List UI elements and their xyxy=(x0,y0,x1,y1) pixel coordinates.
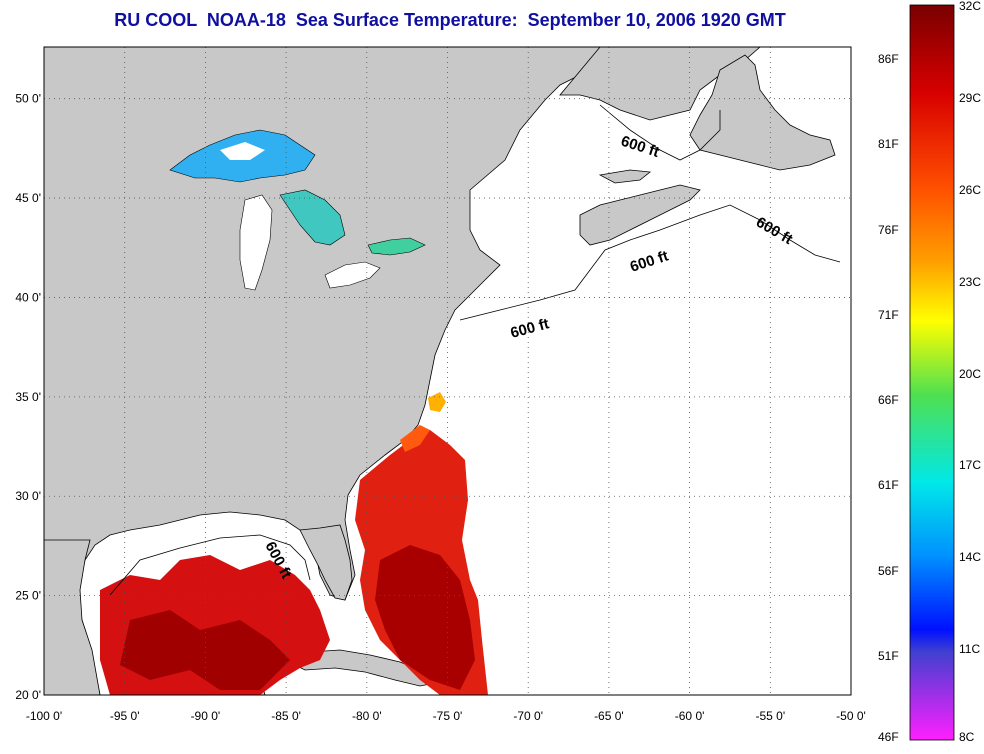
land-pei xyxy=(598,169,652,184)
colorbar-celsius-label: 11C xyxy=(959,642,981,657)
lon-tick-label: -80 0' xyxy=(352,709,382,723)
lat-tick-label: 30 0' xyxy=(15,489,41,503)
lake-huron xyxy=(279,189,346,246)
lake-ontario xyxy=(367,237,426,256)
lon-tick-label: -70 0' xyxy=(513,709,543,723)
sst-carolina xyxy=(400,425,430,452)
lat-tick-label: 50 0' xyxy=(15,92,41,106)
colorbar-celsius-label: 20C xyxy=(959,366,982,381)
colorbar-celsius-label: 8C xyxy=(959,730,975,744)
lat-tick-label: 35 0' xyxy=(15,390,41,404)
lon-tick-label: -65 0' xyxy=(594,709,624,723)
colorbar-fahrenheit-label: 71F xyxy=(878,307,899,322)
lat-tick-labels: 50 0' 45 0' 40 0' 35 0' 30 0' 25 0' 20 0' xyxy=(15,92,41,702)
land-florida xyxy=(299,524,353,601)
lon-tick-label: -55 0' xyxy=(755,709,785,723)
colorbar-fahrenheit-label: 76F xyxy=(878,222,899,237)
colorbar-fahrenheit-label: 61F xyxy=(878,478,899,493)
contour-shelf xyxy=(599,104,721,161)
lon-tick-label: -85 0' xyxy=(271,709,301,723)
colorbar-fahrenheit-label: 56F xyxy=(878,563,899,578)
colorbar-fahrenheit-label: 86F xyxy=(878,52,899,66)
lon-tick-label: -75 0' xyxy=(433,709,463,723)
colorbar-celsius-label: 26C xyxy=(959,182,982,197)
lake-michigan xyxy=(239,194,273,291)
map-frame xyxy=(43,46,852,696)
lon-tick-label: -95 0' xyxy=(110,709,140,723)
sst-hatteras xyxy=(428,392,446,412)
lake-superior-white xyxy=(220,142,265,160)
lon-tick-label: -90 0' xyxy=(191,709,221,723)
colorbar-fahrenheit-label: 66F xyxy=(878,393,899,407)
land-nova-scotia xyxy=(579,184,701,246)
colorbar-fahrenheit-label: 81F xyxy=(878,137,899,152)
colorbar-fahrenheit-label: 51F xyxy=(878,648,899,663)
lon-tick-label: -100 0' xyxy=(26,709,62,723)
lon-tick-label: -50 0' xyxy=(836,709,866,723)
lat-tick-label: 25 0' xyxy=(15,589,41,603)
colorbar-fahrenheit-label: 46F xyxy=(878,730,899,744)
colorbar-celsius-label: 23C xyxy=(959,274,982,289)
land-newfoundland xyxy=(689,54,836,171)
map-title: RU COOL NOAA-18 Sea Surface Temperature:… xyxy=(114,10,786,30)
colorbar-celsius-label: 14C xyxy=(959,550,982,565)
lon-tick-labels: -100 0' -95 0' -90 0' -85 0' -80 0' -75 0' -70… xyxy=(26,709,866,723)
lake-erie xyxy=(324,261,381,289)
contour-northeast xyxy=(459,204,841,321)
lat-tick-label: 20 0' xyxy=(15,688,41,702)
colorbar-celsius-label: 32C xyxy=(959,0,982,13)
contour-gulf xyxy=(109,534,311,596)
sst-gulf-dark xyxy=(120,610,290,690)
lat-tick-label: 45 0' xyxy=(15,191,41,205)
sst-atlantic-dark xyxy=(375,545,475,690)
colorbar xyxy=(909,4,955,741)
colorbar-celsius-label: 17C xyxy=(959,458,982,473)
lat-tick-label: 40 0' xyxy=(15,290,41,304)
lon-tick-label: -60 0' xyxy=(675,709,705,723)
colorbar-celsius-label: 29C xyxy=(959,90,982,105)
